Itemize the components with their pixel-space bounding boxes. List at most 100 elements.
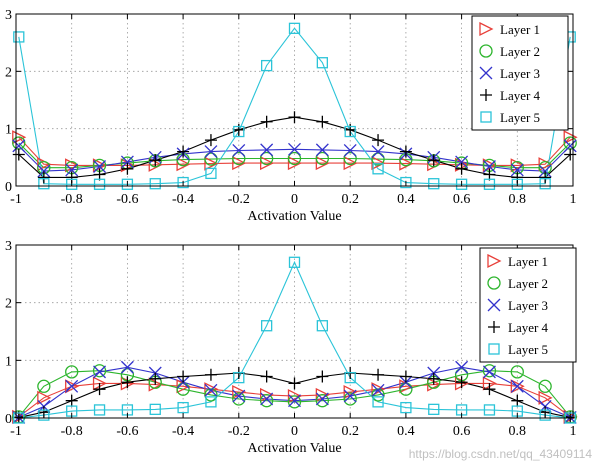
- marker-circle-9: [259, 151, 274, 166]
- x-tick-label: 1: [570, 192, 577, 207]
- x-tick-label: 0.2: [341, 192, 359, 207]
- marker-x-4: [120, 155, 134, 169]
- x-tick-label: -0.8: [61, 192, 83, 207]
- x-tick-label: 0: [291, 192, 298, 207]
- marker-square-12: [344, 371, 356, 384]
- marker-square-9: [260, 320, 273, 332]
- marker-triangle-right-10: [287, 389, 302, 404]
- marker-circle-12: [343, 392, 357, 406]
- marker-circle-1: [37, 379, 51, 393]
- marker-square-1: [38, 178, 50, 190]
- marker-plus-8: [232, 123, 245, 136]
- marker-circle-8: [232, 151, 246, 166]
- marker-plus-15: [427, 372, 440, 385]
- marker-x-1: [37, 164, 51, 178]
- marker-triangle-right-14: [399, 156, 414, 171]
- series-line-layer-5: [18, 260, 571, 419]
- x-tick-label: -0.4: [172, 192, 194, 207]
- marker-triangle-right-9: [259, 387, 275, 402]
- marker-triangle-right-12: [343, 156, 358, 171]
- x-tick-label: -0.4: [172, 424, 194, 439]
- marker-square-17: [483, 178, 496, 190]
- marker-circle-2: [65, 365, 79, 379]
- marker-plus-11: [316, 115, 329, 128]
- marker-plus-4: [121, 162, 134, 175]
- legend-label: Layer 1: [508, 254, 548, 269]
- marker-plus-5: [149, 154, 162, 167]
- marker-plus-19: [539, 406, 552, 419]
- marker-x-17: [482, 160, 496, 173]
- marker-plus-9: [260, 370, 273, 383]
- marker-circle-18: [510, 365, 524, 379]
- marker-triangle-right-8: [232, 156, 247, 171]
- marker-x-16: [455, 155, 469, 169]
- marker-plus-16: [455, 376, 468, 389]
- marker-circle-17: [482, 364, 497, 378]
- legend-label: Layer 4: [508, 320, 549, 335]
- y-tick-label: 1: [5, 354, 12, 369]
- marker-x-9: [260, 392, 274, 406]
- legend-box: [471, 15, 569, 131]
- marker-plus-2: [65, 394, 78, 407]
- marker-x-3: [93, 365, 107, 379]
- marker-square-12: [344, 125, 356, 138]
- series-markers-layer-5: [13, 256, 576, 424]
- marker-plus-1: [37, 406, 50, 419]
- marker-square-legend-4: [480, 111, 492, 123]
- marker-circle-legend-1: [487, 276, 501, 290]
- marker-square-18: [511, 178, 523, 190]
- legend-box: [479, 247, 577, 363]
- x-tick-label: 0.6: [453, 192, 471, 207]
- y-tick-label: 0: [5, 180, 12, 195]
- series-line-layer-2: [18, 370, 571, 418]
- x-axis-title: Activation Value: [247, 441, 341, 456]
- marker-square-19: [539, 409, 551, 421]
- marker-plus-legend-3: [488, 321, 500, 333]
- marker-x-11: [315, 392, 329, 406]
- marker-x-13: [371, 383, 385, 397]
- marker-triangle-right-0: [12, 130, 27, 145]
- marker-square-9: [260, 59, 273, 72]
- marker-triangle-right-6: [176, 157, 191, 172]
- marker-plus-14: [399, 145, 412, 158]
- marker-triangle-right-7: [204, 382, 219, 397]
- marker-plus-4: [121, 376, 134, 389]
- marker-square-7: [205, 167, 217, 180]
- y-tick-label: 1: [5, 123, 12, 138]
- marker-triangle-right-13: [371, 156, 386, 171]
- marker-circle-11: [315, 151, 330, 166]
- marker-triangle-right-1: [37, 390, 52, 405]
- legend-label: Layer 3: [508, 298, 548, 313]
- marker-triangle-right-19: [538, 390, 553, 405]
- marker-square-11: [316, 320, 329, 332]
- marker-plus-5: [149, 372, 162, 385]
- marker-triangle-right-legend-0: [479, 21, 494, 37]
- marker-x-18: [510, 379, 524, 393]
- legend-label: Layer 2: [500, 44, 540, 59]
- marker-x-12: [343, 389, 357, 403]
- marker-x-7: [204, 383, 218, 397]
- marker-square-legend-4: [488, 343, 500, 355]
- marker-square-11: [316, 57, 329, 69]
- marker-x-10: [288, 142, 301, 156]
- x-tick-label: 0.8: [509, 424, 527, 439]
- marker-square-3: [93, 178, 106, 190]
- bottom-chart: -1 -0.8 -0.6 -0.4 -0.2 0 0.2 0.4 0.6 0.8 1 0 1 2 3 Acti…: [5, 239, 578, 456]
- marker-square-5: [149, 403, 161, 416]
- marker-circle-13: [371, 388, 385, 402]
- marker-x-19: [538, 164, 552, 178]
- marker-plus-13: [372, 368, 385, 381]
- series-line-layer-5: [18, 27, 571, 185]
- marker-x-13: [371, 145, 385, 159]
- x-tick-label: -1: [10, 192, 22, 207]
- marker-square-17: [483, 404, 496, 416]
- x-tick-label: -0.6: [116, 424, 138, 439]
- x-tick-label: 0.2: [341, 424, 359, 439]
- marker-x-legend-2: [487, 298, 501, 312]
- marker-x-4: [120, 360, 134, 374]
- marker-plus-14: [399, 370, 412, 383]
- marker-plus-17: [483, 383, 496, 396]
- marker-circle-7: [204, 152, 218, 166]
